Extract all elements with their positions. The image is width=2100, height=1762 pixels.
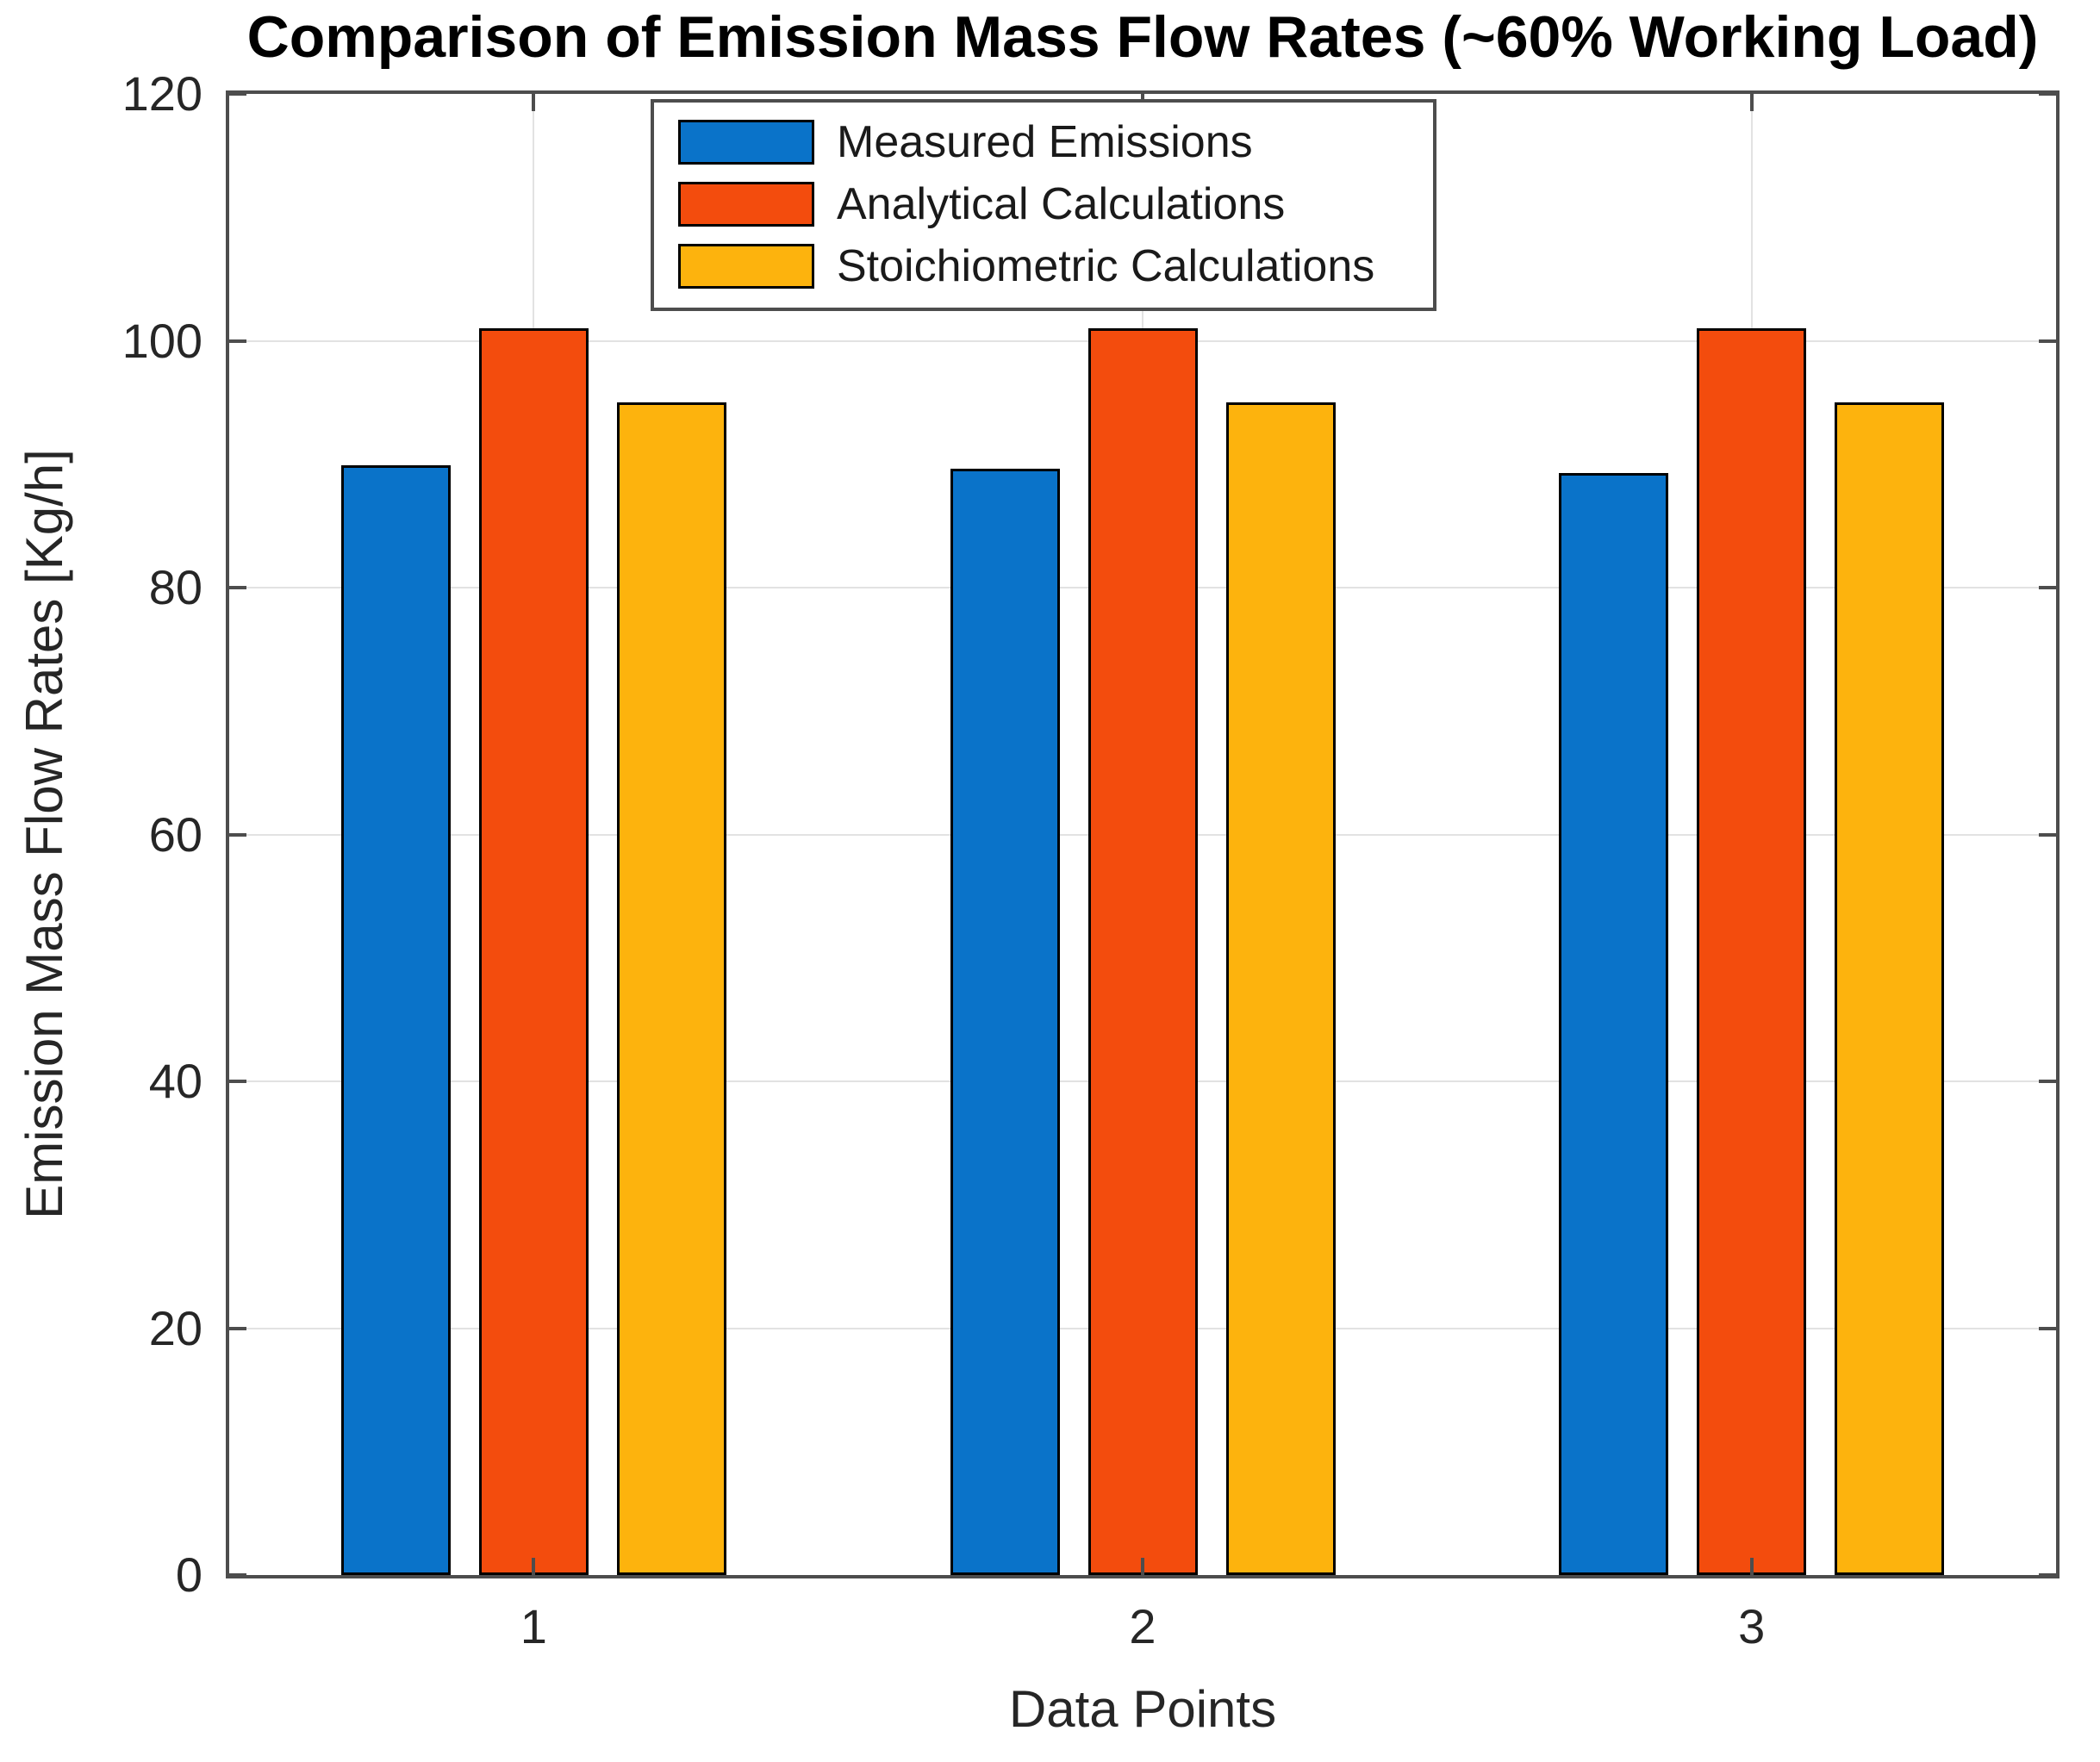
x-axis-tick	[1749, 94, 1754, 111]
bar-stoichiometric-calculations-group-3	[1835, 402, 1945, 1575]
x-axis-label: Data Points	[1008, 1680, 1277, 1738]
legend-label: Stoichiometric Calculations	[837, 241, 1375, 291]
bar-analytical-calculations-group-3	[1697, 328, 1807, 1575]
bar-measured-emissions-group-1	[340, 465, 451, 1575]
x-tick-label: 3	[1738, 1599, 1766, 1653]
y-axis-tick	[2039, 586, 2056, 589]
y-axis-tick	[2039, 92, 2056, 96]
y-axis-tick	[2039, 1326, 2056, 1330]
x-axis-tick	[532, 94, 536, 111]
bar-analytical-calculations-group-1	[478, 328, 589, 1575]
legend-item: Stoichiometric Calculations	[678, 244, 1433, 289]
y-tick-label: 100	[122, 313, 203, 368]
legend: Measured Emissions Analytical Calculation…	[651, 99, 1436, 311]
legend-item: Analytical Calculations	[678, 182, 1433, 227]
y-tick-label: 20	[148, 1300, 203, 1355]
y-axis-tick	[229, 832, 246, 837]
legend-label: Measured Emissions	[837, 117, 1253, 167]
y-axis-tick	[2039, 339, 2056, 343]
y-axis-tick	[229, 1573, 246, 1577]
x-axis-tick	[532, 1558, 536, 1575]
y-tick-label: 60	[148, 806, 203, 862]
y-axis-tick	[229, 92, 246, 96]
y-axis-tick	[229, 1326, 246, 1330]
legend-swatch-icon	[678, 120, 814, 165]
legend-item: Measured Emissions	[678, 120, 1433, 165]
y-axis-tick	[2039, 1080, 2056, 1083]
x-tick-label: 1	[520, 1599, 547, 1653]
bar-stoichiometric-calculations-group-2	[1225, 402, 1336, 1575]
legend-label: Analytical Calculations	[837, 179, 1286, 229]
y-tick-label: 80	[148, 560, 203, 614]
legend-swatch-icon	[678, 182, 814, 227]
y-axis-tick	[229, 1080, 246, 1083]
x-axis-tick	[1141, 1558, 1144, 1575]
y-axis-tick	[229, 586, 246, 589]
y-tick-label: 0	[175, 1547, 203, 1602]
bar-measured-emissions-group-2	[950, 469, 1060, 1575]
y-tick-label: 40	[148, 1054, 203, 1108]
x-tick-label: 2	[1129, 1599, 1156, 1653]
plot-area	[226, 90, 2059, 1578]
bar-stoichiometric-calculations-group-1	[616, 402, 726, 1575]
chart-title: Comparison of Emission Mass Flow Rates (…	[246, 4, 2039, 70]
y-axis-tick	[229, 339, 246, 343]
bar-analytical-calculations-group-2	[1087, 328, 1198, 1575]
y-axis-tick	[2039, 832, 2056, 837]
y-tick-label: 120	[122, 66, 203, 121]
x-axis-tick	[1749, 1558, 1754, 1575]
y-axis-tick	[2039, 1573, 2056, 1577]
legend-swatch-icon	[678, 244, 814, 289]
bar-measured-emissions-group-3	[1559, 472, 1669, 1575]
